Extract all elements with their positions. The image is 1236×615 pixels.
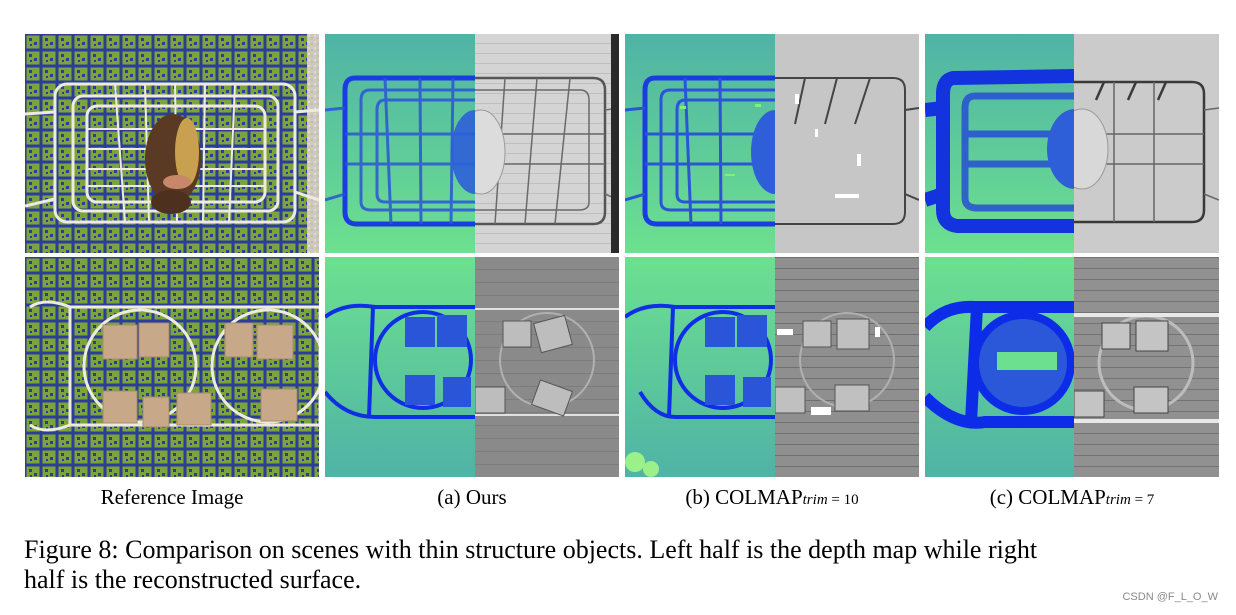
- result-ours-cubes: [325, 257, 619, 477]
- label-main: (b) COLMAP: [685, 485, 803, 509]
- label-subscript: trim: [1105, 492, 1131, 508]
- surface-half: [775, 257, 919, 477]
- depth-map-half: [925, 257, 1074, 477]
- result-colmap-trim7-cubes: [925, 257, 1219, 477]
- surface-half: [775, 34, 919, 253]
- depth-map-half: [325, 257, 475, 477]
- label-equals: = 10: [827, 492, 859, 508]
- figure-caption-line-2: half is the reconstructed surface.: [24, 565, 362, 594]
- column-label-colmap-trim10: (b) COLMAPtrim = 10: [625, 485, 919, 510]
- depth-map-half: [625, 257, 775, 477]
- figure-caption-line-1: Figure 8: Comparison on scenes with thin…: [24, 535, 1038, 564]
- column-label-ours: (a) Ours: [325, 485, 619, 510]
- result-ours-basket: [325, 34, 619, 253]
- figure-caption: Figure 8: Comparison on scenes with thin…: [24, 535, 1214, 595]
- surface-half: [475, 34, 619, 253]
- depth-map-half: [925, 34, 1074, 253]
- label-subscript: trim: [802, 492, 828, 508]
- watermark: CSDN @F_L_O_W: [1122, 591, 1218, 603]
- result-colmap-trim10-basket: [625, 34, 919, 253]
- surface-half: [1074, 257, 1219, 477]
- label-main: (a) Ours: [437, 485, 507, 509]
- surface-half: [475, 257, 619, 477]
- reference-image-basket: [25, 34, 319, 253]
- label-main: (c) COLMAP: [989, 485, 1106, 509]
- depth-map-half: [625, 34, 775, 253]
- result-colmap-trim7-basket: [925, 34, 1219, 253]
- label-equals: = 7: [1130, 492, 1155, 508]
- column-label-colmap-trim7: (c) COLMAPtrim = 7: [925, 485, 1219, 510]
- depth-map-half: [325, 34, 475, 253]
- surface-half: [1074, 34, 1219, 253]
- column-label-reference: Reference Image: [100, 485, 244, 509]
- reference-image-cubes: [25, 257, 319, 477]
- result-colmap-trim10-cubes: [625, 257, 919, 477]
